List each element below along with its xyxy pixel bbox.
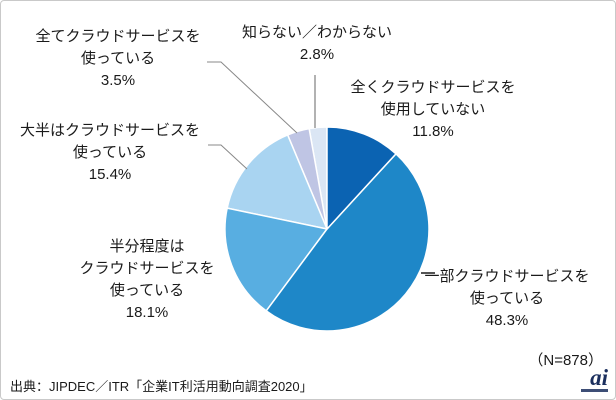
label-no-cloud-line1: 全くクラウドサービスを <box>350 79 516 96</box>
label-half-cloud: 半分程度は クラウドサービスを 使っている 18.1% <box>79 236 214 324</box>
label-no-cloud-pct: 11.8% <box>412 123 454 140</box>
label-dont-know-pct: 2.8% <box>299 46 335 63</box>
label-some-cloud-pct: 48.3% <box>485 312 529 329</box>
label-half-cloud-pct: 18.1% <box>125 304 169 321</box>
label-dont-know: 知らない／わからない 2.8% <box>242 22 392 66</box>
label-some-cloud-line2: 使っている <box>469 290 545 307</box>
logo-tagline-bar <box>581 389 608 392</box>
label-mostly-cloud-line1: 大半はクラウドサービスを <box>19 122 201 139</box>
label-half-cloud-line1: 半分程度は <box>109 238 185 255</box>
label-all-cloud-pct: 3.5% <box>100 72 136 89</box>
label-half-cloud-line3: 使っている <box>109 282 185 299</box>
label-mostly-cloud-line2: 使っている <box>72 144 148 161</box>
label-all-cloud-line1: 全てクラウドサービスを <box>35 28 201 45</box>
leader-line-taihan <box>208 144 248 170</box>
label-dont-know-line1: 知らない／わからない <box>241 24 393 41</box>
source-note: 出典：JIPDEC／ITR「企業IT利活用動向調査2020」 <box>10 379 313 394</box>
label-mostly-cloud: 大半はクラウドサービスを 使っている 15.4% <box>20 120 200 186</box>
sample-size: （N=878） <box>528 352 603 369</box>
pie-slice-0 <box>326 126 397 230</box>
label-mostly-cloud-pct: 15.4% <box>88 166 132 183</box>
leader-line-zente <box>207 61 298 134</box>
label-half-cloud-line2: クラウドサービスを <box>79 260 215 277</box>
pie-slice-2 <box>224 207 328 312</box>
asahi-interactive-logo: ai <box>581 365 608 392</box>
label-some-cloud-line1: 一部クラウドサービスを <box>424 268 590 285</box>
label-all-cloud-line2: 使っている <box>80 50 156 67</box>
label-no-cloud: 全くクラウドサービスを 使用していない 11.8% <box>350 77 515 143</box>
label-no-cloud-line2: 使用していない <box>380 101 486 118</box>
logo-text: ai <box>590 365 608 390</box>
pie-slice-1 <box>265 153 430 332</box>
pie-slice-3 <box>226 134 328 230</box>
label-some-cloud: 一部クラウドサービスを 使っている 48.3% <box>424 266 589 332</box>
label-all-cloud: 全てクラウドサービスを 使っている 3.5% <box>35 26 200 92</box>
